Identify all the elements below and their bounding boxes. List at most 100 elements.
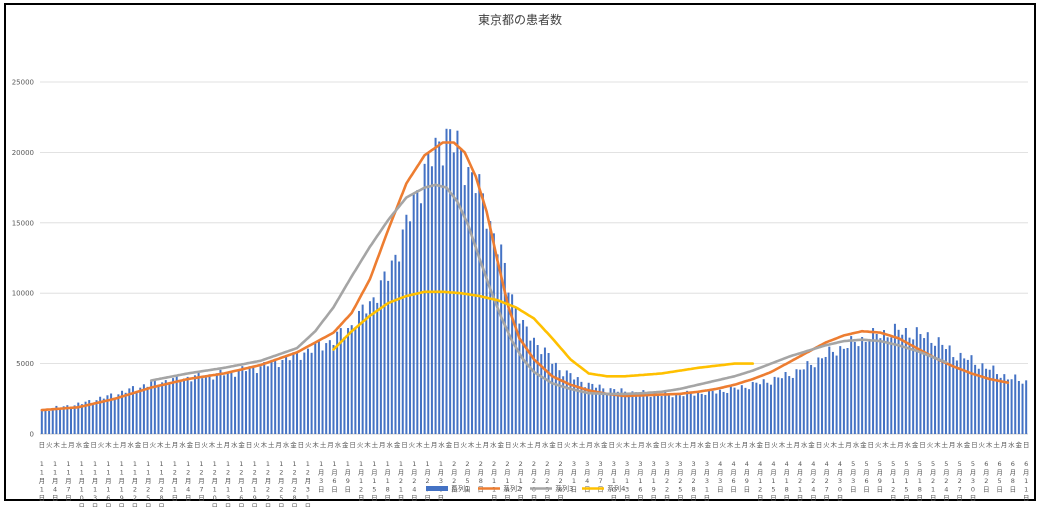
x-day-label: 火 <box>512 441 519 449</box>
bar <box>383 271 386 434</box>
bar <box>631 391 634 434</box>
bar <box>314 342 317 434</box>
bar <box>255 373 258 434</box>
x-day-label: 土 <box>423 440 430 449</box>
x-day-label: 日 <box>971 441 978 449</box>
bar <box>682 396 685 434</box>
x-day-label: 土 <box>268 440 275 449</box>
x-day-label: 金 <box>912 440 919 449</box>
bar <box>281 360 284 434</box>
y-tick-label: 15000 <box>12 219 34 227</box>
x-day-label: 水 <box>542 440 549 449</box>
x-day-label: 木 <box>571 440 578 449</box>
x-day-label: 木 <box>209 440 216 449</box>
bar <box>707 389 710 434</box>
bar <box>522 320 525 434</box>
bar <box>525 326 528 434</box>
bar <box>463 185 466 434</box>
legend-label: 系列1 <box>451 484 469 493</box>
bar <box>361 304 364 434</box>
bar <box>839 346 842 434</box>
bar <box>930 342 933 434</box>
x-day-label: 月 <box>379 441 386 449</box>
bar <box>656 394 659 434</box>
bar <box>518 323 521 434</box>
x-day-label: 水 <box>490 440 497 449</box>
bar <box>850 336 853 434</box>
x-day-label: 火 <box>979 441 986 449</box>
bar <box>693 395 696 434</box>
bar <box>1025 380 1028 434</box>
bar <box>802 369 805 434</box>
bar <box>110 393 113 434</box>
x-day-label: 金 <box>808 440 815 449</box>
x-day-label: 木 <box>157 440 164 449</box>
bar <box>270 359 273 434</box>
bar <box>1006 379 1009 434</box>
bar <box>358 310 361 434</box>
x-day-label: 木 <box>934 440 941 449</box>
x-date-label: 2月11日 <box>491 460 498 502</box>
bar <box>908 337 911 434</box>
x-day-label: 水 <box>386 440 393 449</box>
x-day-label: 木 <box>520 440 527 449</box>
x-day-label: 金 <box>705 440 712 449</box>
x-day-label: 水 <box>956 440 963 449</box>
bar <box>558 370 561 434</box>
bar <box>390 260 393 434</box>
bar <box>711 390 714 434</box>
x-axis: 日火木土月水金日火木土月水金日火木土月水金日火木土月水金日火木土月水金日火木土月… <box>39 440 1030 507</box>
x-day-label: 土 <box>942 440 949 449</box>
x-day-label: 水 <box>645 440 652 449</box>
bar <box>955 360 958 434</box>
bar <box>791 377 794 434</box>
x-day-label: 火 <box>771 441 778 449</box>
bar <box>306 348 309 434</box>
bar <box>700 393 703 434</box>
y-tick-label: 0 <box>30 431 34 439</box>
bar <box>649 396 652 434</box>
bar <box>248 366 251 434</box>
bar <box>223 375 226 434</box>
bar-series <box>40 128 1028 435</box>
bar <box>934 345 937 434</box>
bar <box>543 347 546 434</box>
bar <box>853 341 856 434</box>
x-day-label: 木 <box>261 440 268 449</box>
bar <box>164 380 167 434</box>
x-day-label: 金 <box>653 440 660 449</box>
bar <box>675 393 678 434</box>
x-day-label: 月 <box>275 441 282 449</box>
x-day-label: 日 <box>194 441 201 449</box>
series-line <box>332 290 754 378</box>
x-day-label: 金 <box>549 440 556 449</box>
x-day-label: 木 <box>364 440 371 449</box>
x-day-label: 金 <box>394 440 401 449</box>
x-day-label: 日 <box>349 441 356 449</box>
legend-label: 系列4 <box>607 484 626 493</box>
line-series <box>40 141 1010 412</box>
x-date-label: 1月27日 <box>424 460 431 502</box>
bar <box>890 337 893 434</box>
bar <box>434 137 437 434</box>
bar <box>303 352 306 434</box>
bar <box>66 405 69 434</box>
x-day-label: 木 <box>675 440 682 449</box>
bar <box>296 351 299 434</box>
bar <box>419 203 422 434</box>
bar <box>733 387 736 434</box>
bar <box>817 357 820 434</box>
bar <box>759 384 762 434</box>
bar <box>285 355 288 434</box>
bar <box>773 376 776 434</box>
bar <box>726 392 729 434</box>
